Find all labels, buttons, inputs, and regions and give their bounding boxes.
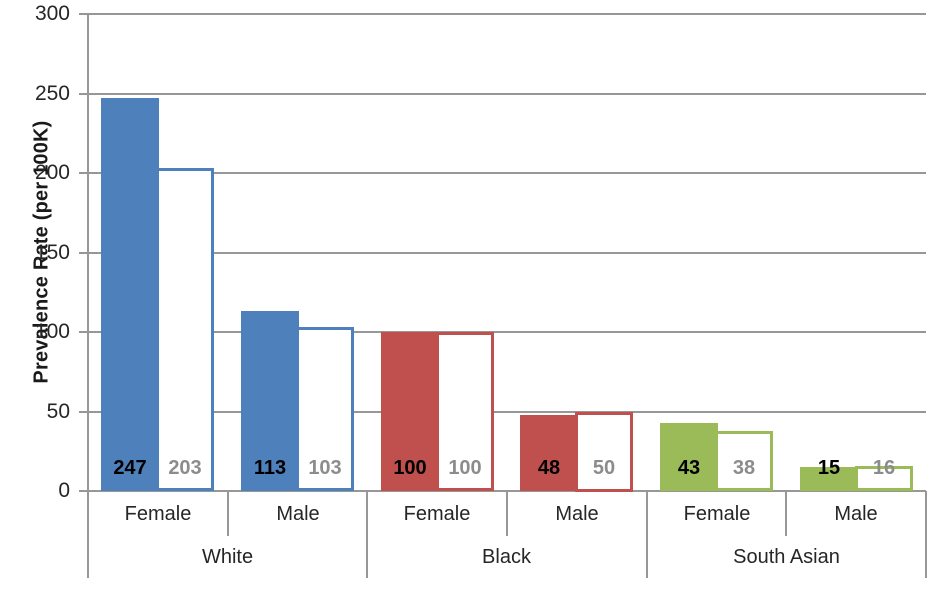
subcategory-label: Female	[124, 503, 192, 525]
y-axis-tick	[79, 13, 88, 15]
y-tick-label: 150	[34, 241, 70, 264]
group-separator-line	[366, 491, 368, 578]
bar-value-label-hollow: 16	[872, 457, 896, 479]
y-tick-label: 100	[34, 320, 70, 343]
y-axis-tick	[79, 252, 88, 254]
bar-value-label-filled: 15	[817, 457, 841, 479]
bar-hollow	[855, 466, 913, 491]
bar-filled	[101, 98, 159, 491]
y-tick-label: 200	[34, 161, 70, 184]
bar-hollow	[156, 168, 214, 491]
x-axis-line	[79, 490, 926, 492]
bar-value-label-filled: 100	[393, 457, 427, 479]
y-axis-tick	[79, 172, 88, 174]
bar-filled	[660, 423, 718, 491]
subcategory-label: Female	[403, 503, 471, 525]
subcategory-label: Female	[683, 503, 751, 525]
y-tick-label: 300	[34, 2, 70, 25]
bar-value-label-hollow: 38	[732, 457, 756, 479]
bar-value-label-hollow: 100	[448, 457, 482, 479]
y-axis-tick	[79, 93, 88, 95]
subcategory-label: Male	[555, 503, 599, 525]
group-separator-line	[87, 491, 89, 578]
bar-value-label-hollow: 50	[592, 457, 616, 479]
bar-hollow	[715, 431, 773, 491]
group-label: South Asian	[733, 546, 840, 568]
y-axis-tick	[79, 331, 88, 333]
group-label: Black	[482, 546, 531, 568]
group-label: White	[201, 546, 254, 568]
gridline	[88, 172, 926, 174]
group-separator-line	[925, 491, 927, 578]
gridline	[88, 252, 926, 254]
subcategory-separator-line	[227, 491, 229, 536]
y-tick-label: 0	[58, 479, 70, 502]
y-axis-tick	[79, 411, 88, 413]
bar-filled	[241, 311, 299, 491]
gridline	[88, 93, 926, 95]
bar-filled	[381, 332, 439, 491]
group-separator-line	[646, 491, 648, 578]
subcategory-label: Male	[834, 503, 878, 525]
bar-value-label-filled: 48	[537, 457, 561, 479]
subcategory-separator-line	[785, 491, 787, 536]
bar-filled	[800, 467, 858, 491]
bar-value-label-filled: 43	[677, 457, 701, 479]
bar-value-label-hollow: 103	[308, 457, 342, 479]
bar-value-label-filled: 113	[253, 457, 287, 479]
y-tick-label: 250	[34, 82, 70, 105]
subcategory-separator-line	[506, 491, 508, 536]
bar-filled	[520, 415, 578, 491]
gridline	[88, 411, 926, 413]
bar-value-label-hollow: 203	[168, 457, 202, 479]
y-tick-label: 50	[46, 400, 70, 423]
bar-hollow	[575, 412, 633, 492]
bar-value-label-filled: 247	[113, 457, 147, 479]
gridline	[88, 331, 926, 333]
y-axis-line	[87, 14, 89, 491]
gridline	[88, 13, 926, 15]
subcategory-label: Male	[276, 503, 320, 525]
